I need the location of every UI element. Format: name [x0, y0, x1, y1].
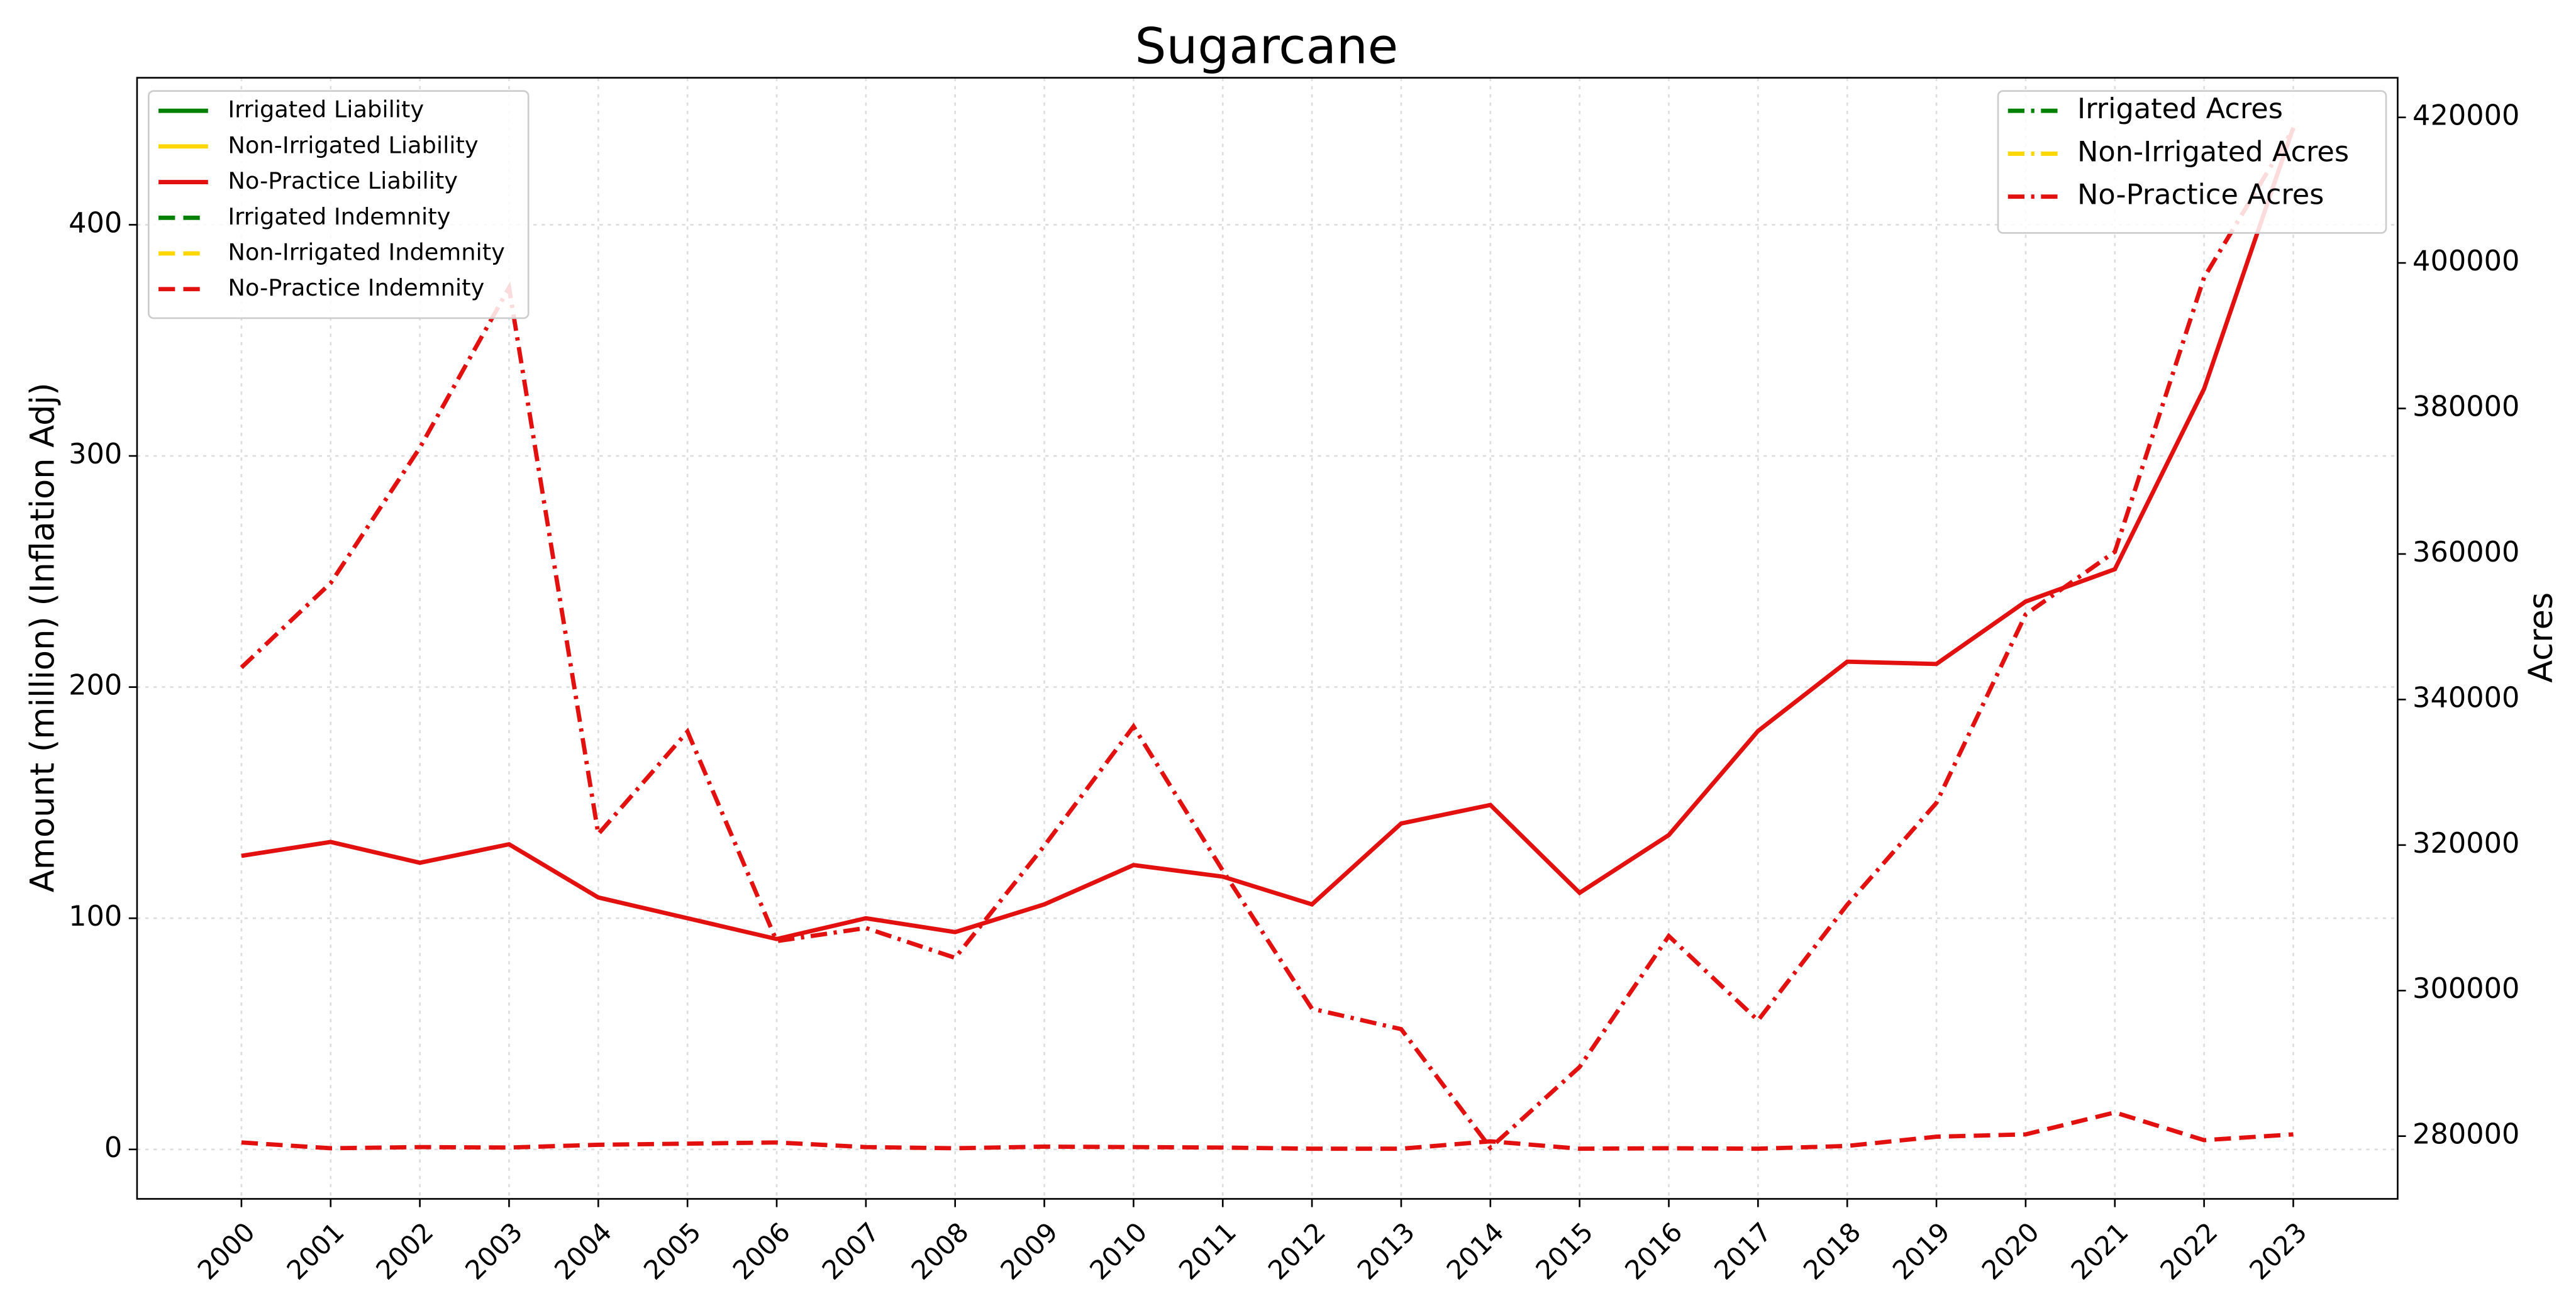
- x-tick-label: 2017: [1708, 1216, 1777, 1285]
- legend-label: No-Practice Indemnity: [228, 274, 484, 301]
- y2-tick-label: 360000: [2412, 536, 2519, 568]
- y2-tick-label: 300000: [2412, 972, 2519, 1005]
- x-tick-label: 2019: [1887, 1216, 1956, 1285]
- x-tick-label: 2020: [1976, 1216, 2045, 1285]
- x-tick-label: 2006: [727, 1216, 796, 1285]
- x-tick-label: 2005: [638, 1216, 707, 1285]
- y-tick-label: 300: [69, 438, 122, 470]
- x-tick-label: 2007: [816, 1216, 886, 1285]
- y-tick-label: 400: [69, 206, 122, 239]
- legend-box: [1997, 90, 2387, 234]
- y2-tick-label: 340000: [2412, 681, 2519, 714]
- data-line: [241, 1110, 2294, 1151]
- y2-tick-label: 420000: [2412, 99, 2519, 132]
- x-tick-label: 2013: [1352, 1216, 1421, 1285]
- x-tick-label: 2009: [994, 1216, 1063, 1285]
- x-tick-label: 2012: [1262, 1216, 1331, 1285]
- x-tick-label: 2001: [280, 1216, 350, 1285]
- x-tick-label: 2008: [905, 1216, 974, 1285]
- legend-label: No-Practice Liability: [228, 167, 458, 194]
- y2-tick-label: 380000: [2412, 391, 2519, 423]
- y2-tick-label: 320000: [2412, 827, 2519, 860]
- y-tick-label: 200: [69, 669, 122, 702]
- y2-tick-label: 280000: [2412, 1118, 2519, 1151]
- x-tick-label: 2002: [370, 1216, 439, 1285]
- x-tick-label: 2018: [1797, 1216, 1867, 1285]
- legend-label: Non-Irrigated Liability: [228, 131, 478, 158]
- y-axis-label: Amount (million) (Inflation Adj): [24, 382, 62, 892]
- x-tick-label: 2021: [2065, 1216, 2134, 1285]
- data-line: [241, 126, 2296, 941]
- data-line: [240, 128, 2296, 1151]
- x-tick-label: 2014: [1441, 1216, 1510, 1285]
- legend-box: [147, 90, 530, 319]
- y2-tick-label: 400000: [2412, 245, 2519, 277]
- x-tick-label: 2016: [1619, 1216, 1688, 1285]
- x-tick-label: 2000: [192, 1216, 261, 1285]
- plot-frame: [136, 77, 2399, 1200]
- x-tick-label: 2022: [2154, 1216, 2223, 1285]
- x-tick-label: 2011: [1173, 1216, 1242, 1285]
- legend-label: Irrigated Indemnity: [228, 203, 450, 230]
- chart-title: Sugarcane: [1135, 17, 1399, 75]
- x-tick-label: 2015: [1530, 1216, 1599, 1285]
- x-tick-label: 2023: [2243, 1216, 2312, 1285]
- y-tick-label: 0: [104, 1131, 122, 1164]
- legend-label: Irrigated Acres: [2077, 92, 2283, 125]
- legend-label: Non-Irrigated Acres: [2077, 135, 2349, 168]
- legend-label: Irrigated Liability: [228, 96, 424, 123]
- y-tick-label: 100: [69, 900, 122, 933]
- legend-label: No-Practice Acres: [2077, 179, 2324, 211]
- legend-label: Non-Irrigated Indemnity: [228, 239, 505, 266]
- y2-axis-label: Acres: [2522, 592, 2560, 683]
- x-tick-label: 2010: [1084, 1216, 1153, 1285]
- x-tick-label: 2004: [548, 1216, 618, 1285]
- x-tick-label: 2003: [459, 1216, 528, 1285]
